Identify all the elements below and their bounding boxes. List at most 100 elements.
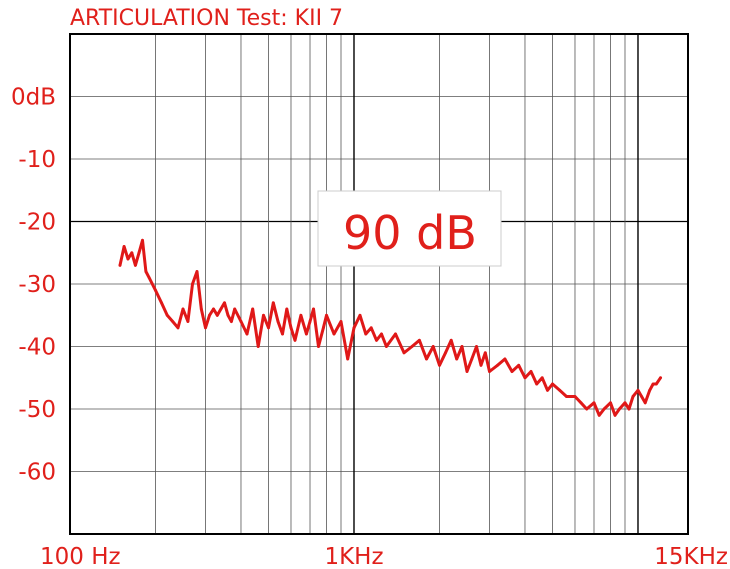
x-axis-ticks: 100 Hz 1KHz 15KHz xyxy=(40,544,728,569)
series-point xyxy=(208,313,211,317)
x-tick-label: 100 Hz xyxy=(40,544,121,569)
x-tick-label: 15KHz xyxy=(654,544,728,569)
series-point xyxy=(380,332,383,336)
y-tick-label: -20 xyxy=(18,210,56,236)
series-point xyxy=(352,326,356,330)
series-point xyxy=(147,276,151,280)
series-point xyxy=(643,401,647,405)
series-point xyxy=(369,326,373,330)
series-point xyxy=(585,407,589,411)
level-badge-label: 90 dB xyxy=(343,206,477,260)
series-point xyxy=(251,307,255,311)
y-tick-label: 0dB xyxy=(11,85,56,111)
series-point xyxy=(602,407,606,411)
series-point xyxy=(579,401,583,405)
series-point xyxy=(346,357,350,361)
series-point xyxy=(659,376,662,380)
series-point xyxy=(488,370,491,373)
series-point xyxy=(122,245,126,248)
series-point xyxy=(558,388,562,392)
series-point xyxy=(651,382,655,386)
series-point xyxy=(219,307,223,311)
series-point xyxy=(503,357,507,361)
series-point xyxy=(631,395,635,398)
series-point xyxy=(262,313,265,317)
series-point xyxy=(293,338,297,342)
series-point xyxy=(230,320,233,323)
series-point xyxy=(305,332,308,336)
series-point xyxy=(565,395,568,398)
series-point xyxy=(540,376,544,380)
series-point xyxy=(546,388,549,392)
y-tick-label: -60 xyxy=(18,460,56,486)
series-point xyxy=(186,320,190,323)
x-tick-label: 1KHz xyxy=(324,544,383,569)
series-point xyxy=(394,332,397,336)
series-point xyxy=(144,270,148,273)
series-point xyxy=(126,257,130,261)
level-badge: 90 dB xyxy=(317,190,502,267)
series-point xyxy=(191,282,194,286)
y-axis-ticks: 0dB -10 -20 -30 -40 -50 -60 xyxy=(11,85,56,486)
series-point xyxy=(592,401,596,405)
series-point xyxy=(573,395,577,398)
series-point xyxy=(212,307,215,311)
series-layer xyxy=(118,238,662,417)
series-point xyxy=(529,370,533,373)
series-point xyxy=(375,338,378,342)
series-point xyxy=(358,313,362,317)
series-point xyxy=(402,351,406,355)
series-point xyxy=(332,332,336,336)
series-point xyxy=(496,363,499,367)
series-point xyxy=(233,307,237,311)
series-point xyxy=(523,376,527,380)
series-point xyxy=(176,326,180,330)
y-tick-label: -30 xyxy=(18,272,56,298)
series-point xyxy=(609,401,612,405)
series-point xyxy=(181,307,185,311)
series-point xyxy=(449,338,453,342)
series-point xyxy=(204,326,207,330)
series-point xyxy=(245,332,249,336)
series-point xyxy=(475,345,478,348)
series-point xyxy=(215,313,219,317)
series-point xyxy=(276,320,280,323)
series-point xyxy=(654,382,658,386)
series-point xyxy=(199,307,203,311)
series-point xyxy=(483,351,487,355)
series-point xyxy=(325,313,328,317)
series-point xyxy=(444,351,447,355)
series-point xyxy=(118,263,122,267)
series-point xyxy=(597,413,601,417)
series-point xyxy=(223,301,226,305)
series-point xyxy=(285,307,289,311)
series-point xyxy=(636,388,640,392)
series-point xyxy=(410,345,414,348)
series-point xyxy=(425,357,428,361)
series-point xyxy=(226,313,230,317)
series-point xyxy=(648,388,652,392)
series-point xyxy=(339,320,343,323)
series-point xyxy=(627,407,631,411)
chart-title: ARTICULATION Test: KII 7 xyxy=(70,6,343,31)
series-point xyxy=(289,326,293,330)
series-point xyxy=(613,413,617,417)
series-point xyxy=(154,288,157,292)
plot-grid xyxy=(70,34,688,534)
y-tick-label: -10 xyxy=(18,147,56,173)
level-badge-box xyxy=(317,190,502,267)
series-point xyxy=(195,270,199,273)
series-point xyxy=(364,332,368,336)
series-point xyxy=(134,263,137,267)
series-point xyxy=(640,395,643,398)
series-point xyxy=(455,357,459,361)
series-point xyxy=(385,345,388,348)
series-point xyxy=(160,301,163,305)
series-line-0 xyxy=(118,238,662,417)
series-point xyxy=(312,307,315,311)
series-point xyxy=(438,363,441,367)
series-point xyxy=(317,345,320,348)
series-point xyxy=(256,345,260,348)
series-point xyxy=(239,320,243,323)
series-point xyxy=(623,401,627,405)
